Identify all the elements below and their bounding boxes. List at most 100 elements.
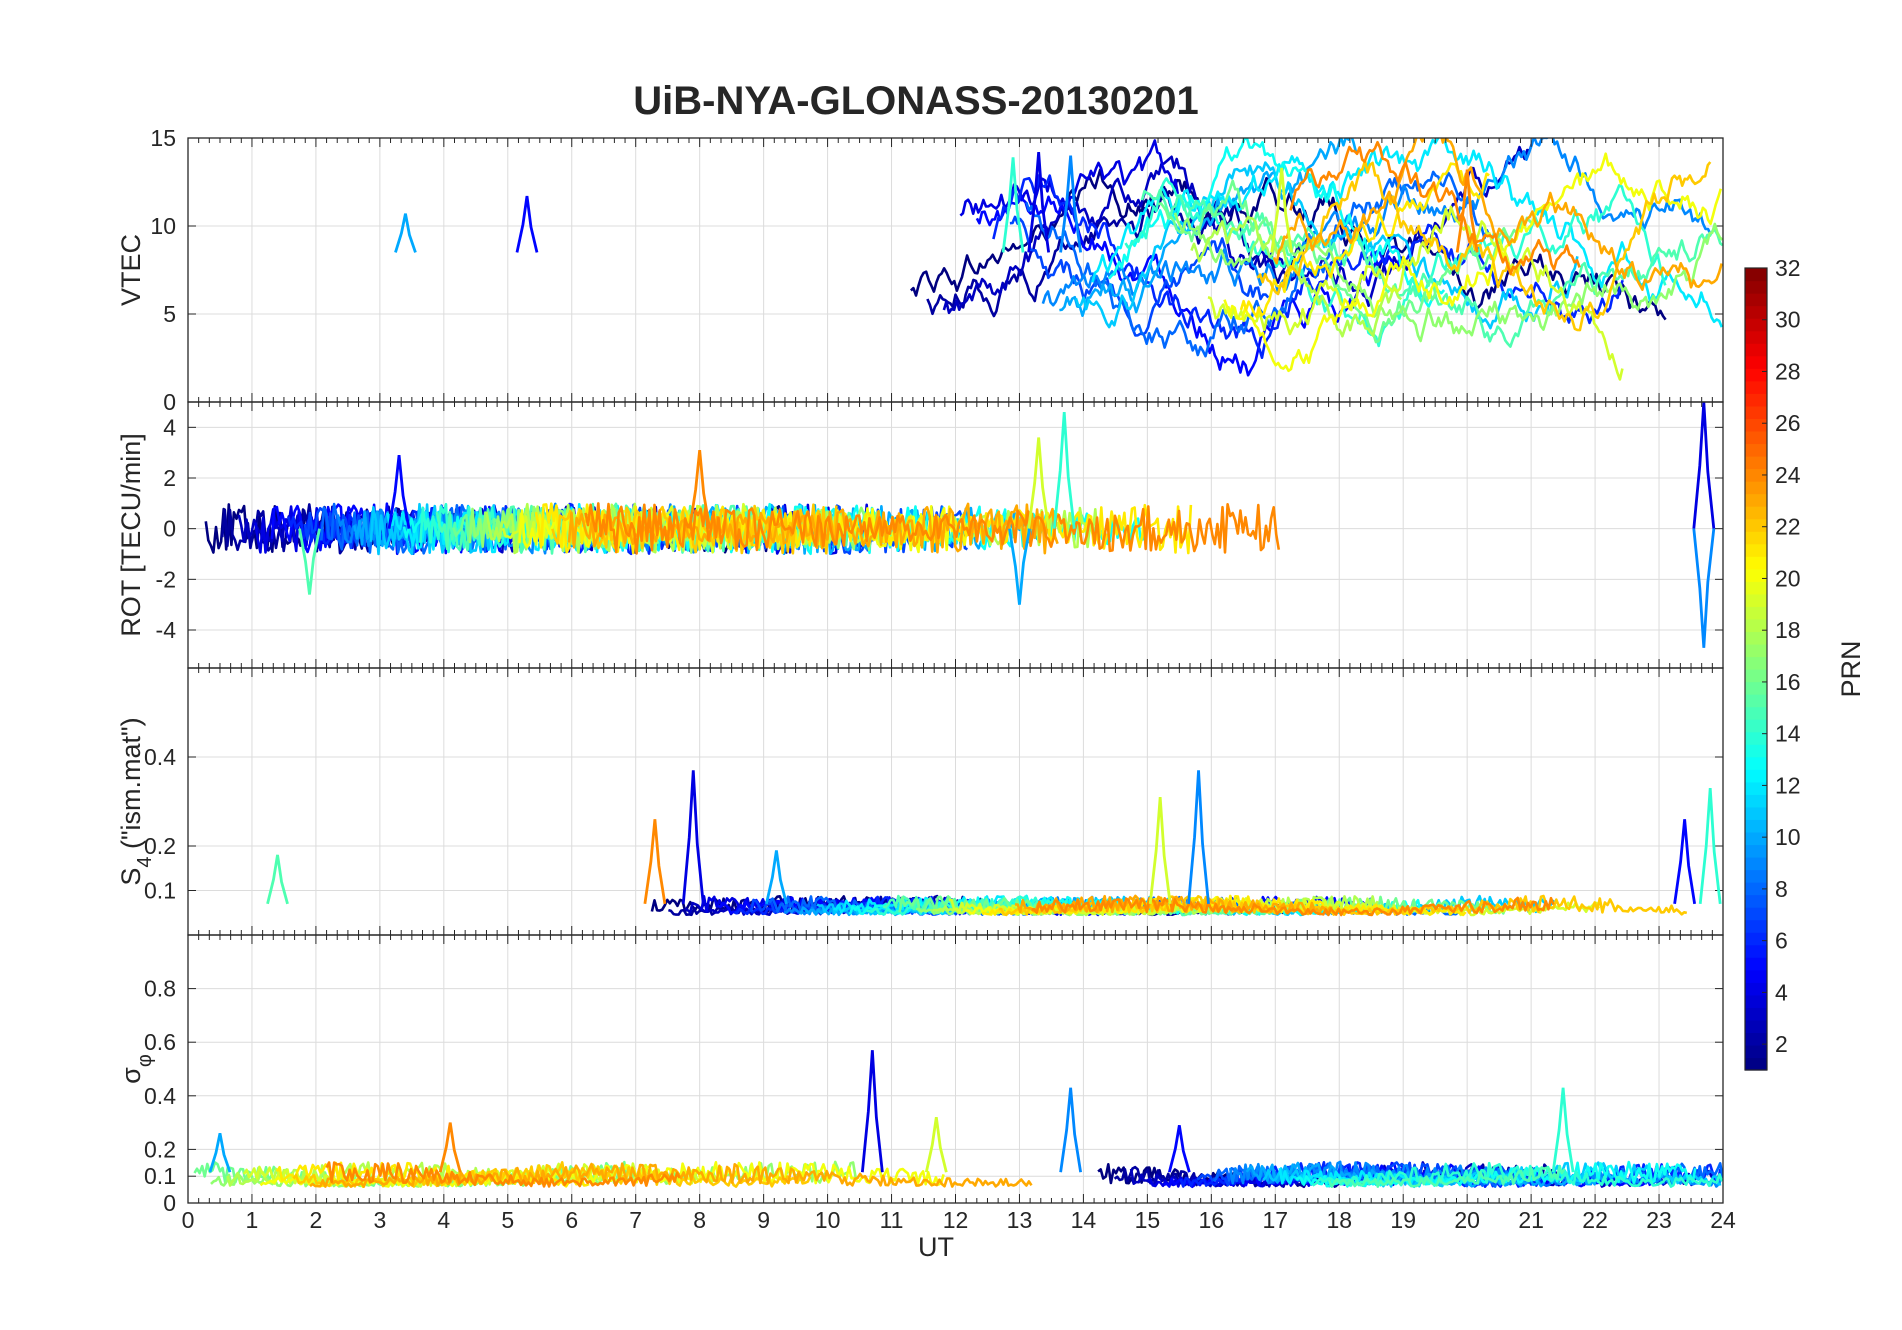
peak-mark	[1059, 1087, 1083, 1173]
y-tick-label: -4	[156, 617, 177, 643]
x-tick-label: 4	[437, 1207, 450, 1233]
colorbar-swatch	[1745, 531, 1767, 545]
colorbar-swatch	[1745, 468, 1767, 482]
series-line-prn-24	[1289, 140, 1581, 276]
peak-mark	[298, 528, 321, 595]
panel-series	[266, 770, 1722, 917]
colorbar-swatch	[1745, 806, 1767, 820]
y-tick-label: 15	[150, 125, 176, 151]
x-tick-label: 1	[246, 1207, 259, 1233]
series-line-prn-22	[1256, 159, 1712, 332]
series-line-prn-23	[1015, 894, 1333, 915]
colorbar-swatch	[1745, 581, 1767, 595]
peak-mark	[1270, 167, 1294, 253]
colorbar-swatch	[1745, 982, 1767, 996]
x-tick-label: 17	[1262, 1207, 1288, 1233]
series-line-prn-17	[1173, 212, 1723, 343]
y-axis-label-main: S	[116, 868, 146, 886]
x-tick-label: 18	[1326, 1207, 1352, 1233]
y-axis-label: σφ	[116, 1054, 156, 1084]
series-line-prn-5	[975, 192, 1401, 377]
colorbar-swatch	[1745, 656, 1767, 670]
series-line-prn-24	[325, 1161, 681, 1188]
y-tick-label: 2	[163, 465, 176, 491]
series-line-prn-16	[1158, 179, 1535, 344]
colorbar-tick-label: 18	[1775, 617, 1801, 643]
peak-mark	[394, 213, 417, 253]
peak-mark	[208, 1133, 232, 1173]
peak-mark	[1059, 155, 1083, 253]
y-tick-label: 0.1	[144, 878, 176, 904]
colorbar-swatch	[1745, 493, 1767, 507]
colorbar-tick-label: 30	[1775, 307, 1801, 333]
colorbar-label: PRN	[1836, 640, 1866, 697]
colorbar-swatch	[1745, 455, 1767, 470]
colorbar-swatch	[1745, 506, 1767, 520]
colorbar-swatch	[1745, 844, 1767, 858]
series-line-prn-23	[1272, 138, 1723, 292]
colorbar-swatch	[1745, 1019, 1767, 1034]
y-tick-label: 0.6	[144, 1029, 176, 1055]
series-line-prn-11	[1074, 161, 1579, 330]
y-tick-label: 5	[163, 301, 176, 327]
y-tick-label: 0	[163, 516, 176, 542]
colorbar-swatch	[1745, 731, 1767, 745]
colorbar-tick-label: 32	[1775, 255, 1801, 281]
series-line-prn-19	[1207, 205, 1624, 381]
peak-mark	[1698, 788, 1722, 905]
colorbar-tick-label: 8	[1775, 876, 1788, 902]
y-tick-label: -2	[156, 566, 176, 592]
panel-4: 00.10.2 0.4 0.6 0.8 σφ	[116, 934, 1724, 1216]
colorbar-swatch	[1745, 781, 1767, 795]
panel-1: 0 5 10 15 VTEC	[116, 125, 1724, 415]
colorbar-swatch	[1745, 280, 1767, 294]
x-tick-label: 22	[1582, 1207, 1608, 1233]
colorbar-swatch	[1745, 343, 1767, 357]
peak-mark	[1551, 1087, 1575, 1173]
colorbar-frame	[1744, 267, 1768, 1071]
series-line-prn-9	[1041, 138, 1712, 307]
chart-title: UiB-NYA-GLONASS-20130201	[633, 79, 1198, 123]
colorbar-swatch	[1745, 856, 1767, 871]
panel-series	[204, 402, 1716, 648]
colorbar-swatch	[1745, 919, 1767, 933]
y-tick-label: 0.1	[144, 1163, 176, 1189]
colorbar-swatch	[1745, 719, 1767, 733]
colorbar-swatch	[1745, 944, 1767, 958]
peak-mark	[438, 1122, 462, 1173]
peak-mark	[681, 770, 705, 904]
peak-mark	[1001, 157, 1025, 253]
series-line-prn-1	[909, 168, 1667, 321]
colorbar-swatch	[1745, 744, 1767, 758]
panel-series	[394, 138, 1723, 381]
y-tick-label: 4	[163, 414, 176, 440]
colorbar-swatch	[1745, 443, 1767, 457]
peak-mark	[860, 1050, 884, 1173]
y-tick-label: 0.2	[144, 1136, 176, 1162]
series-line-prn-18	[1190, 215, 1403, 338]
x-tick-label: 24	[1710, 1207, 1736, 1233]
series-line-prn-15	[1327, 1165, 1566, 1188]
colorbar-swatch	[1745, 994, 1767, 1008]
colorbar-swatch	[1745, 305, 1767, 319]
colorbar-tick-label: 16	[1775, 669, 1801, 695]
colorbar-tick-label: 22	[1775, 514, 1801, 540]
y-axis-label-main: σ	[116, 1067, 146, 1084]
colorbar-tick-label: 10	[1775, 824, 1801, 850]
y-axis-label-rest: ("ism.mat")	[116, 717, 146, 856]
series-line-prn-24	[1031, 896, 1555, 917]
x-tick-label: 13	[1007, 1207, 1033, 1233]
colorbar-swatch	[1745, 681, 1767, 695]
peak-mark	[1052, 412, 1076, 529]
peak-mark	[1027, 437, 1051, 529]
y-tick-label: 0.2	[144, 833, 176, 859]
colorbar-swatch	[1745, 882, 1767, 896]
colorbar-swatch	[1745, 631, 1767, 645]
colorbar-tick-label: 28	[1775, 358, 1801, 384]
colorbar-swatch	[1745, 293, 1767, 307]
peak-mark	[266, 854, 289, 905]
colorbar-swatch	[1745, 405, 1767, 419]
y-axis-label: S4 ("ism.mat")	[116, 717, 156, 885]
